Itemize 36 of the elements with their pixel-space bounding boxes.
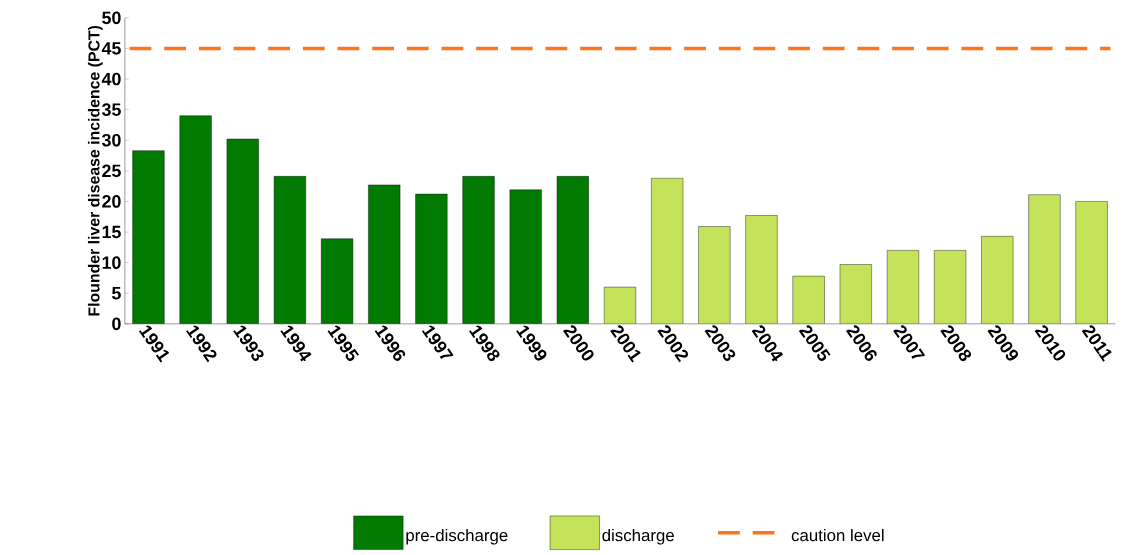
- y-tick-label: 50: [102, 11, 121, 25]
- bar: [1028, 194, 1061, 325]
- bar: [132, 150, 165, 325]
- legend-label: pre-discharge: [406, 529, 508, 545]
- bar: [368, 185, 401, 325]
- bar: [321, 238, 353, 325]
- bar: [887, 250, 919, 325]
- y-tick-label: 45: [101, 42, 121, 55]
- bar: [1075, 201, 1108, 325]
- bar: [274, 176, 306, 325]
- bar: [981, 236, 1014, 325]
- bar: [462, 176, 495, 325]
- bar: [556, 176, 589, 325]
- y-tick-label: 20: [102, 195, 121, 208]
- legend-label: caution level: [791, 529, 884, 542]
- bar: [226, 139, 259, 325]
- bar: [839, 264, 872, 325]
- bar: [698, 226, 731, 325]
- y-tick-label: 30: [101, 134, 121, 147]
- bar: [934, 250, 966, 325]
- bar: [745, 215, 778, 325]
- y-tick-label: 25: [102, 164, 121, 178]
- bar: [651, 178, 684, 325]
- y-tick-label: 10: [102, 256, 121, 270]
- y-tick-label: 40: [101, 72, 121, 86]
- y-axis-title: Flounder liver disease incidence (PCT): [87, 26, 103, 316]
- bar: [179, 115, 212, 325]
- bar: [604, 287, 636, 325]
- y-tick-label: 5: [112, 287, 121, 300]
- bar: [792, 276, 825, 325]
- y-tick-label: 15: [102, 226, 121, 239]
- y-tick-label: 0: [112, 317, 121, 331]
- legend-label: discharge: [602, 529, 674, 545]
- bar: [415, 194, 448, 325]
- bar: [509, 190, 542, 325]
- y-tick-label: 35: [101, 103, 121, 117]
